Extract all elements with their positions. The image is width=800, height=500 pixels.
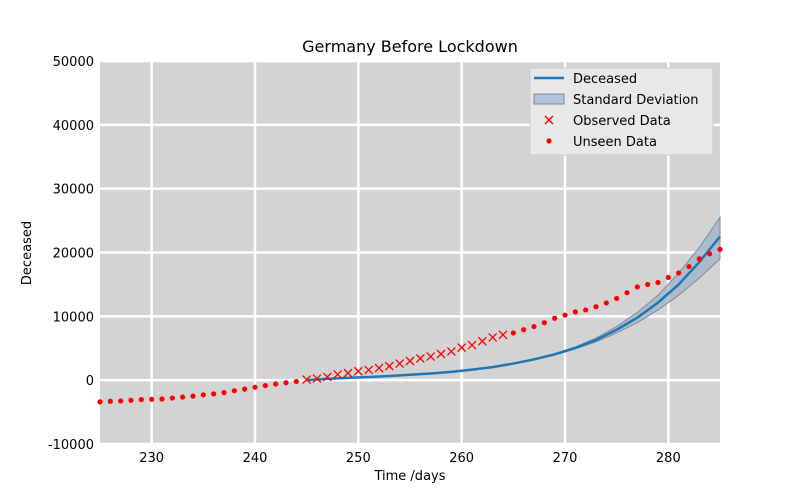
unseen-point: [107, 398, 113, 404]
deceased-line: [306, 235, 721, 382]
observed-point: [498, 330, 508, 340]
y-axis-ticks: -10000 0 10000 20000 30000 40000 50000: [48, 55, 94, 453]
unseen-point: [118, 398, 124, 404]
unseen-point: [262, 382, 268, 389]
unseen-point: [242, 386, 248, 392]
observed-point: [488, 332, 498, 342]
observed-point: [457, 343, 467, 353]
unseen-point: [200, 392, 206, 398]
unseen-point: [221, 390, 227, 396]
unseen-point: [190, 393, 196, 399]
x-tick-label: 260: [449, 451, 474, 466]
legend-deceased-label: Deceased: [573, 72, 637, 87]
observed-point: [343, 368, 353, 378]
legend-std-label: Standard Deviation: [573, 93, 698, 108]
observed-point: [405, 356, 415, 366]
unseen-point: [231, 388, 237, 394]
y-tick-label: 0: [86, 374, 94, 389]
unseen-point: [665, 274, 671, 280]
y-tick-label: 10000: [53, 310, 94, 325]
unseen-point: [252, 384, 258, 390]
unseen-point: [552, 315, 558, 321]
unseen-point: [169, 395, 175, 401]
unseen-point: [562, 312, 568, 318]
unseen-point: [128, 397, 134, 403]
observed-point: [446, 346, 456, 356]
unseen-point: [149, 396, 155, 402]
unseen-point: [583, 307, 589, 313]
unseen-point: [593, 304, 599, 310]
legend-unseen-label: Unseen Data: [573, 135, 657, 150]
y-tick-label: 30000: [53, 183, 94, 198]
unseen-point: [707, 251, 713, 257]
x-tick-label: 230: [139, 451, 164, 466]
unseen-point: [510, 330, 516, 336]
unseen-point: [541, 320, 547, 326]
x-tick-label: 270: [553, 451, 578, 466]
legend: Deceased Standard Deviation Observed Dat…: [529, 67, 714, 156]
x-tick-label: 250: [346, 451, 371, 466]
unseen-point: [211, 391, 217, 397]
y-tick-label: 50000: [53, 55, 94, 70]
unseen-point: [273, 381, 279, 387]
unseen-point: [676, 270, 682, 276]
deceased-line-layer: [306, 235, 721, 382]
legend-std-swatch: [533, 93, 565, 105]
unseen-points: [97, 246, 723, 405]
x-axis-ticks: 230 240 250 260 270 280: [139, 451, 680, 466]
y-tick-label: 20000: [53, 247, 94, 262]
x-tick-label: 240: [243, 451, 268, 466]
unseen-point: [97, 399, 103, 405]
unseen-point: [159, 396, 165, 402]
observed-point: [467, 340, 477, 350]
unseen-point: [717, 246, 723, 252]
y-tick-label: -10000: [48, 438, 94, 453]
unseen-point: [521, 327, 527, 333]
unseen-point: [686, 263, 692, 270]
unseen-point: [572, 309, 578, 315]
y-axis-label: Deceased: [20, 221, 35, 285]
y-tick-label: 40000: [53, 119, 94, 134]
observed-point: [477, 336, 487, 346]
unseen-point: [138, 397, 144, 403]
unseen-point: [531, 323, 537, 330]
observed-point: [312, 374, 322, 384]
unseen-point: [645, 281, 651, 288]
observed-point: [395, 359, 405, 369]
observed-points: [302, 330, 508, 384]
legend-unseen-marker: [546, 138, 552, 144]
observed-point: [426, 352, 436, 362]
legend-observed-label: Observed Data: [573, 114, 671, 129]
unseen-point: [634, 284, 640, 290]
unseen-point: [655, 279, 661, 286]
observed-point: [333, 369, 343, 379]
unseen-point: [283, 380, 289, 386]
observed-point: [415, 354, 425, 363]
unseen-point: [624, 290, 630, 296]
chart-title: Germany Before Lockdown: [302, 37, 518, 56]
unseen-point: [696, 256, 702, 262]
legend-observed-marker: [544, 115, 554, 125]
x-axis-label: Time /days: [373, 469, 445, 484]
legend-box: [529, 67, 714, 156]
grid: [100, 59, 720, 446]
observed-point: [364, 365, 374, 375]
unseen-point: [614, 295, 620, 302]
observed-point: [353, 366, 363, 376]
observed-point: [322, 372, 332, 382]
x-tick-label: 280: [656, 451, 681, 466]
unseen-point: [603, 300, 609, 306]
observed-point: [374, 363, 384, 373]
observed-point: [302, 375, 312, 384]
observed-point: [384, 361, 394, 371]
unseen-point: [180, 394, 186, 400]
unseen-point: [293, 378, 299, 385]
observed-point: [436, 349, 446, 359]
